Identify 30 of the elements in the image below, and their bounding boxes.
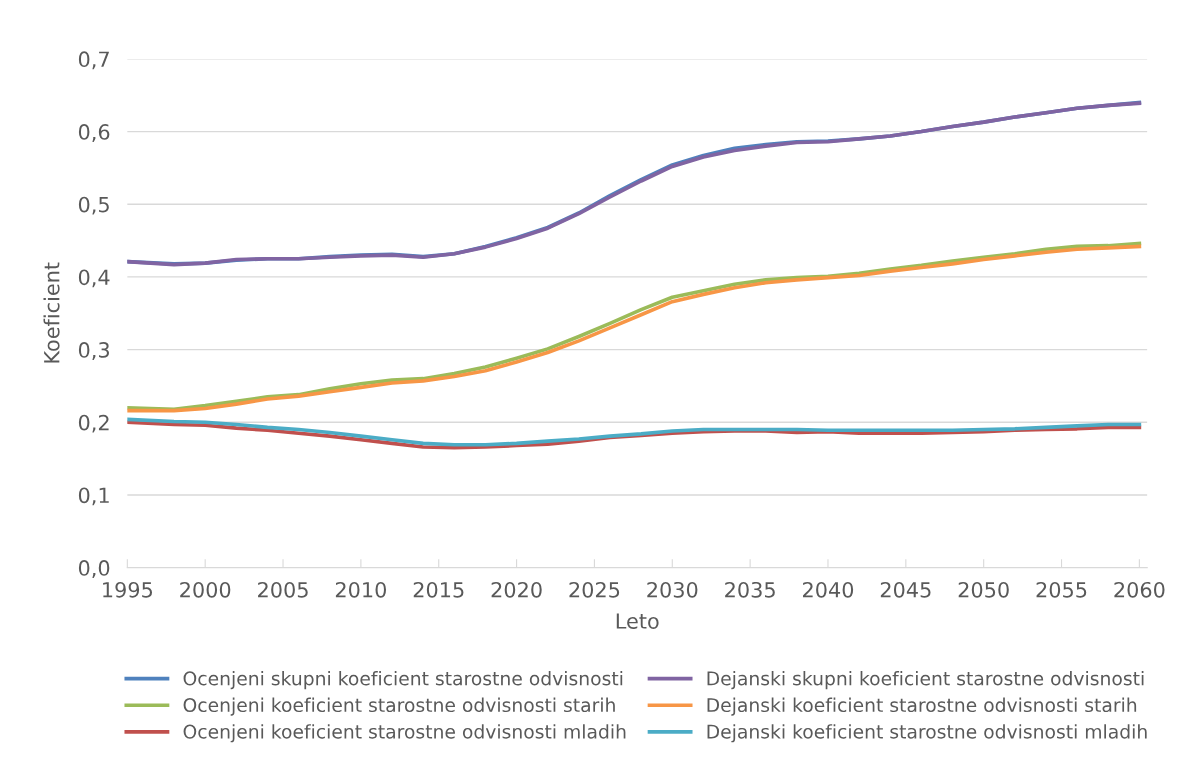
x-axis-title: Leto [616, 613, 659, 629]
x-tick-label: 2045 [880, 581, 931, 598]
legend-label: Dejanski koeficient starostne odvisnosti mladih [707, 724, 1147, 743]
x-tick-label: 1995 [103, 581, 153, 598]
x-tick-label: 2060 [1114, 581, 1165, 598]
x-tick-label: 2010 [335, 581, 387, 598]
x-tick-label: 2015 [413, 581, 464, 598]
y-axis-title: Koeficient [43, 262, 60, 363]
y-tick-label: 0,2 [78, 414, 109, 433]
x-tick-label: 2050 [958, 581, 1009, 598]
y-tick-label: 0,6 [78, 124, 110, 142]
y-tick-label: 0,3 [78, 342, 109, 360]
y-tick-label: 0,4 [78, 269, 110, 288]
legend-label: Ocenjeni koeficient starostne odvisnosti mladih [183, 724, 626, 743]
y-tick-label: 0,5 [78, 196, 109, 215]
x-tick-label: 2030 [647, 581, 698, 598]
y-tick-label: 0,7 [78, 51, 109, 70]
x-tick-label: 2020 [491, 581, 542, 598]
x-tick-label: 2055 [1036, 581, 1087, 598]
legend-label: Ocenjeni koeficient starostne odvisnosti starih [183, 697, 615, 716]
x-tick-label: 2035 [725, 581, 775, 598]
y-tick-label: 0,1 [78, 487, 109, 506]
legend-label: Ocenjeni skupni koeficient starostne odvisnosti [183, 670, 623, 690]
y-tick-label: 0,0 [78, 560, 110, 578]
x-tick-label: 2025 [569, 581, 620, 598]
legend-label: Dejanski skupni koeficient starostne odvisnosti [707, 670, 1144, 690]
legend-label: Dejanski koeficient starostne odvisnosti starih [707, 697, 1137, 716]
x-tick-label: 2000 [180, 581, 231, 598]
x-tick-label: 2040 [803, 581, 854, 598]
x-tick-label: 2005 [258, 581, 308, 598]
